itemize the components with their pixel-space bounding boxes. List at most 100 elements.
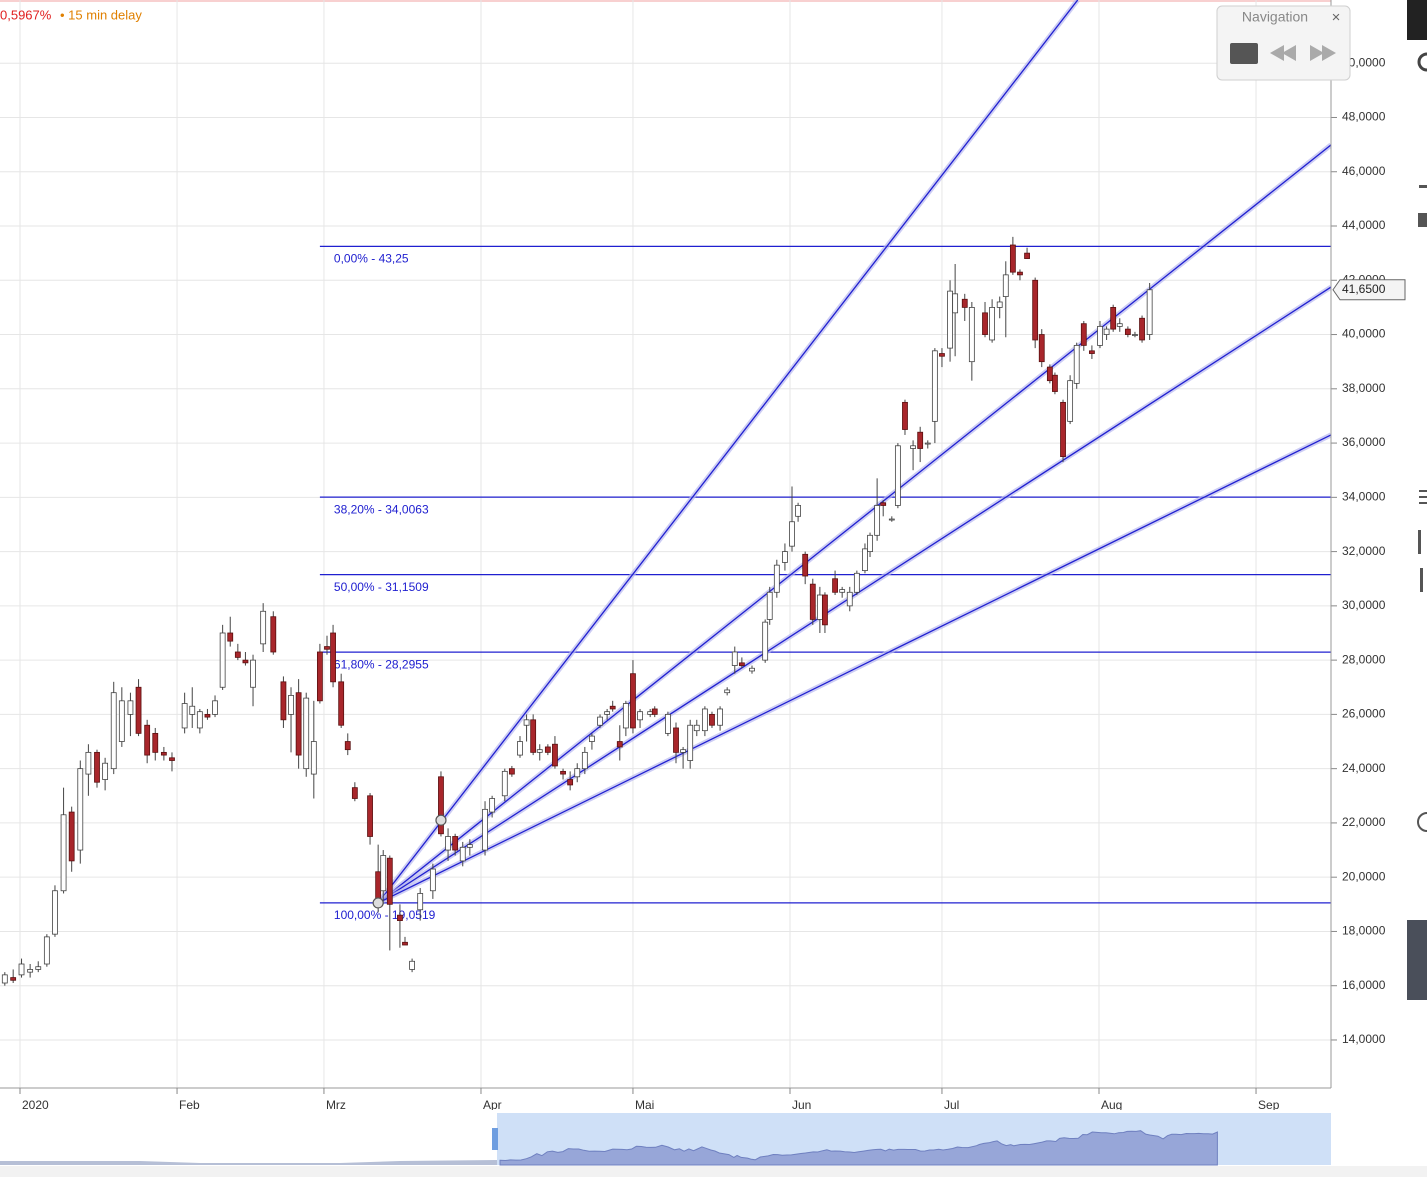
candle-body bbox=[1103, 328, 1110, 335]
candle-body bbox=[169, 757, 175, 761]
candle-body bbox=[295, 692, 302, 756]
candle-body bbox=[717, 708, 723, 726]
candle-body bbox=[152, 732, 159, 753]
candle-body bbox=[816, 594, 823, 620]
candle-body bbox=[749, 667, 755, 672]
candle-body bbox=[1017, 271, 1023, 276]
candle-body bbox=[894, 445, 901, 506]
candle-body bbox=[947, 290, 953, 349]
candle-body bbox=[839, 589, 846, 593]
candle-body bbox=[1080, 323, 1087, 346]
candle-body bbox=[1132, 334, 1138, 336]
candle-body bbox=[687, 724, 694, 761]
candle-body bbox=[303, 697, 310, 770]
candle-body bbox=[630, 673, 636, 729]
candle-body bbox=[429, 868, 436, 892]
fib-label: 50,00% - 31,1509 bbox=[334, 580, 429, 594]
candle-body bbox=[693, 724, 700, 732]
y-tick-label: 26,0000 bbox=[1342, 707, 1386, 721]
candle-body bbox=[77, 768, 84, 851]
candle-body bbox=[924, 442, 931, 445]
candle-body bbox=[1146, 289, 1153, 335]
candle-body bbox=[1116, 323, 1123, 327]
candle-body bbox=[673, 727, 679, 753]
candle-body bbox=[380, 855, 387, 892]
candle-body bbox=[989, 307, 996, 341]
candle-body bbox=[581, 751, 588, 770]
candle-body bbox=[982, 312, 988, 335]
candle-body bbox=[242, 659, 249, 664]
navigator-handle[interactable] bbox=[492, 1128, 498, 1150]
candle-body bbox=[438, 776, 444, 835]
candle-body bbox=[212, 700, 218, 715]
y-tick-label: 38,0000 bbox=[1342, 381, 1386, 395]
candle-body bbox=[680, 749, 687, 753]
y-tick-label: 44,0000 bbox=[1342, 218, 1386, 232]
navigator-history bbox=[0, 1160, 497, 1165]
last-price-label: 41,6500 bbox=[1342, 282, 1386, 296]
candle-body bbox=[288, 694, 294, 715]
candle-body bbox=[1046, 366, 1053, 382]
candle-body bbox=[961, 298, 968, 308]
candle-body bbox=[102, 762, 109, 780]
candle-body bbox=[809, 583, 816, 620]
candle-body bbox=[523, 719, 530, 726]
candle-body bbox=[867, 534, 873, 552]
candle-body bbox=[665, 713, 671, 734]
candle-body bbox=[181, 703, 188, 729]
candle-body bbox=[367, 795, 373, 837]
scrollbar[interactable] bbox=[0, 1166, 1427, 1177]
candle-body bbox=[459, 846, 466, 862]
candle-body bbox=[18, 963, 25, 976]
y-tick-label: 18,0000 bbox=[1342, 924, 1386, 938]
fib-label: 0,00% - 43,25 bbox=[334, 252, 409, 266]
fib-label: 38,20% - 34,0063 bbox=[334, 502, 429, 516]
navigation-close[interactable]: × bbox=[1332, 9, 1341, 26]
y-tick-label: 46,0000 bbox=[1342, 164, 1386, 178]
navigator-area bbox=[499, 1130, 1218, 1166]
x-tick-label: Apr bbox=[483, 1098, 502, 1112]
y-tick-label: 32,0000 bbox=[1342, 544, 1386, 558]
candle-body bbox=[931, 350, 938, 422]
candle-body bbox=[386, 857, 393, 905]
candle-body bbox=[1032, 279, 1039, 341]
x-tick-label: Sep bbox=[1258, 1098, 1280, 1112]
candle-body bbox=[1097, 325, 1103, 346]
candle-body bbox=[968, 307, 975, 363]
navigation-grid-button[interactable] bbox=[1230, 43, 1258, 64]
candle-body bbox=[330, 632, 336, 683]
candle-body bbox=[344, 741, 351, 751]
candle-body bbox=[651, 708, 658, 715]
fan-line bbox=[377, 434, 1331, 904]
y-tick-label: 28,0000 bbox=[1342, 652, 1386, 666]
candle-body bbox=[27, 969, 34, 973]
y-tick-label: 50,0000 bbox=[1342, 55, 1386, 69]
candle-body bbox=[1060, 401, 1066, 458]
candle-body bbox=[1139, 317, 1145, 341]
candle-body bbox=[204, 713, 211, 718]
nav-forward[interactable] bbox=[1310, 45, 1336, 61]
candle-body bbox=[338, 681, 345, 726]
fan-line bbox=[377, 286, 1331, 904]
candle-body bbox=[731, 651, 738, 666]
candle-body bbox=[762, 621, 769, 661]
change: 0,5967% bbox=[0, 7, 52, 22]
candle-body bbox=[1089, 350, 1095, 354]
candle-body bbox=[939, 353, 945, 357]
candle-body bbox=[853, 572, 860, 593]
candle-body bbox=[351, 787, 358, 799]
nav-back[interactable] bbox=[1270, 45, 1296, 61]
fan-handle bbox=[372, 897, 384, 909]
candle-body bbox=[452, 836, 459, 851]
candle-body bbox=[227, 632, 234, 642]
candle-body bbox=[609, 705, 616, 710]
candle-body bbox=[880, 502, 887, 506]
candle-body bbox=[280, 681, 287, 721]
candle-body bbox=[616, 741, 623, 748]
y-tick-label: 16,0000 bbox=[1342, 978, 1386, 992]
y-tick-label: 48,0000 bbox=[1342, 110, 1386, 124]
candle-body bbox=[135, 686, 142, 734]
candle-body bbox=[724, 689, 731, 694]
y-tick-label: 40,0000 bbox=[1342, 327, 1386, 341]
fan-line bbox=[377, 0, 1079, 904]
